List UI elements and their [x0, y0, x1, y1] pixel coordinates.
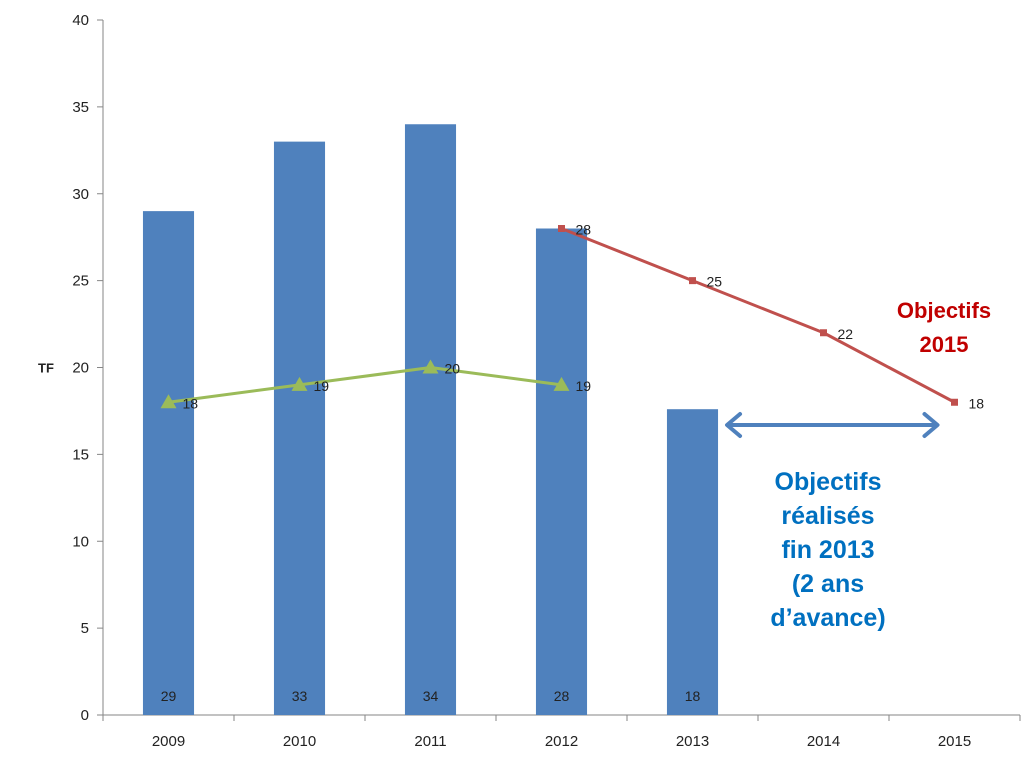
data-labels: 29 33 34 28 18 18 19 20 19 28 25 22 18: [161, 222, 985, 705]
line-data-label: 28: [576, 222, 592, 238]
x-tick-label: 2013: [676, 733, 709, 750]
triangle-marker: [291, 376, 308, 391]
x-tick-label: 2011: [414, 733, 446, 750]
bar: [273, 141, 326, 715]
line-data-label: 22: [838, 326, 854, 342]
bar-data-label: 34: [423, 688, 439, 704]
annotation-objectifs-realises: Objectifs réalisés fin 2013 (2 ans d’avance): [770, 468, 885, 632]
annotation-line: Objectifs: [775, 468, 882, 496]
line-data-label: 20: [445, 361, 461, 377]
square-marker: [951, 398, 958, 406]
annotations: Objectifs 2015 Objectifs réalisés fin 2013 (2…: [725, 298, 991, 632]
square-marker: [689, 277, 696, 285]
bar-data-label: 18: [685, 688, 701, 704]
arrow-head-right: [922, 412, 940, 438]
y-axis-title: TF: [38, 361, 54, 376]
bar-data-label: 33: [292, 688, 308, 704]
bar: [404, 124, 457, 715]
annotation-line: Objectifs: [897, 298, 991, 323]
line-data-label: 18: [183, 395, 199, 411]
triangle-marker: [553, 376, 570, 391]
x-tick-label: 2014: [807, 733, 840, 750]
y-tick-label: 20: [72, 360, 89, 377]
series-line-segment: [429, 366, 563, 387]
line-data-label: 18: [969, 395, 985, 411]
x-tick-label: 2015: [938, 733, 971, 750]
series-line-segment: [691, 279, 825, 335]
series-line-segment: [298, 366, 432, 387]
series-line-segment: [822, 331, 956, 404]
x-tick-label: 2010: [283, 733, 316, 750]
square-marker: [558, 225, 565, 232]
annotation-line: 2015: [920, 332, 969, 357]
axes: 0 5 10 15 20 25 30 35 40 2009 2010 2011 2012 2013 2014…: [38, 12, 1021, 750]
y-tick-label: 35: [72, 99, 89, 116]
bar: [142, 211, 195, 715]
line-data-label: 19: [314, 378, 330, 394]
line-series: [160, 225, 958, 409]
triangle-marker: [422, 359, 439, 374]
bar: [666, 409, 719, 715]
annotation-line: (2 ans: [792, 570, 864, 598]
annotation-objectifs-2015: Objectifs 2015: [897, 298, 991, 357]
y-tick-label: 25: [72, 273, 89, 290]
annotation-line: fin 2013: [781, 536, 874, 564]
y-tick-label: 40: [72, 12, 89, 29]
series-line-segment: [560, 227, 694, 283]
line-data-label: 19: [576, 378, 592, 394]
annotation-line: réalisés: [781, 502, 874, 530]
bar: [535, 228, 588, 715]
bar-data-label: 28: [554, 688, 570, 704]
y-tick-label: 10: [72, 533, 89, 550]
bar-series: [142, 124, 719, 715]
series-line-segment: [167, 383, 301, 404]
line-data-label: 25: [707, 274, 723, 290]
x-tick-label: 2009: [152, 733, 185, 750]
y-tick-label: 0: [81, 707, 89, 724]
square-marker: [820, 329, 827, 337]
triangle-marker: [160, 394, 177, 409]
bar-data-label: 29: [161, 688, 177, 704]
y-tick-label: 15: [72, 446, 89, 463]
annotation-line: d’avance): [770, 604, 885, 632]
y-tick-label: 5: [81, 620, 89, 637]
x-tick-label: 2012: [545, 733, 578, 750]
y-tick-label: 30: [72, 186, 89, 203]
arrow-head-left: [725, 412, 743, 438]
